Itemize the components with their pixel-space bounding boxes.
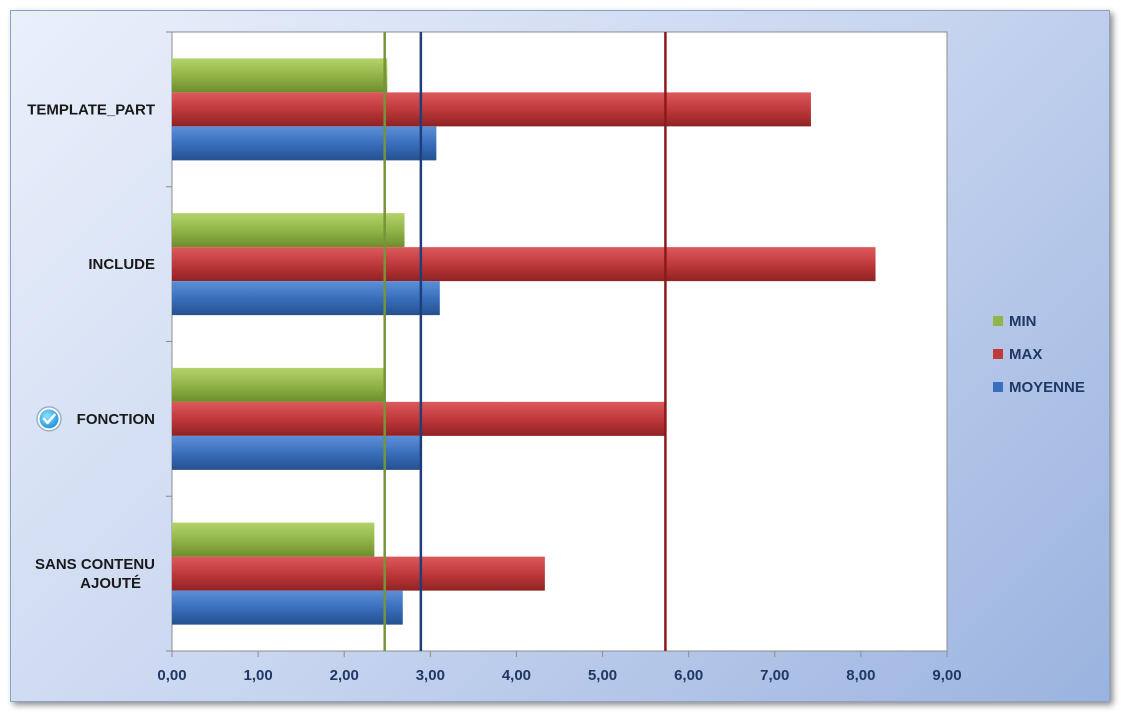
category-label: TEMPLATE_PART	[27, 101, 155, 118]
x-tick-label: 3,00	[416, 667, 445, 684]
reference-lines-layer	[383, 32, 667, 651]
x-tick-label: 5,00	[588, 667, 617, 684]
x-tick-label: 2,00	[330, 667, 359, 684]
category-label: FONCTION	[77, 411, 155, 428]
x-tick-label: 7,00	[760, 667, 789, 684]
bar-moyenne-2	[172, 435, 420, 470]
legend-label-max: MAX	[1009, 346, 1042, 363]
legend: MIN MAX MOYENNE	[993, 313, 1085, 396]
x-tick-label: 9,00	[932, 667, 961, 684]
x-tick-label: 8,00	[846, 667, 875, 684]
category-label: INCLUDE	[88, 256, 155, 273]
category-label: SANS CONTENU AJOUTÉ	[35, 556, 155, 592]
bar-max-3	[172, 556, 545, 591]
legend-label-min: MIN	[1009, 313, 1037, 330]
x-tick-label: 4,00	[502, 667, 531, 684]
x-tick-label: 6,00	[674, 667, 703, 684]
x-tick-label: 1,00	[244, 667, 273, 684]
check-circle-icon	[36, 406, 62, 432]
bar-chart: TEMPLATE_PART INCLUDE FONCTION SANS CONTENU…	[27, 31, 1085, 684]
legend-swatch-moyenne	[993, 382, 1003, 392]
legend-swatch-max	[993, 349, 1003, 359]
chart-frame: TEMPLATE_PART INCLUDE FONCTION SANS CONTENU…	[10, 10, 1110, 702]
bar-min-3	[172, 522, 375, 557]
bar-min-0	[172, 58, 388, 93]
bar-min-1	[172, 213, 405, 248]
legend-swatch-min	[993, 316, 1003, 326]
bar-max-0	[172, 92, 811, 127]
bar-moyenne-1	[172, 281, 440, 316]
axes-layer: TEMPLATE_PART INCLUDE FONCTION SANS CONTENU…	[27, 31, 962, 684]
bar-max-2	[172, 401, 666, 436]
x-tick-label: 0,00	[157, 667, 186, 684]
bar-moyenne-0	[172, 126, 437, 161]
bar-min-2	[172, 367, 386, 402]
bar-moyenne-3	[172, 590, 403, 625]
legend-label-moyenne: MOYENNE	[1009, 379, 1085, 396]
bar-max-1	[172, 247, 876, 282]
bars-layer	[172, 58, 876, 625]
